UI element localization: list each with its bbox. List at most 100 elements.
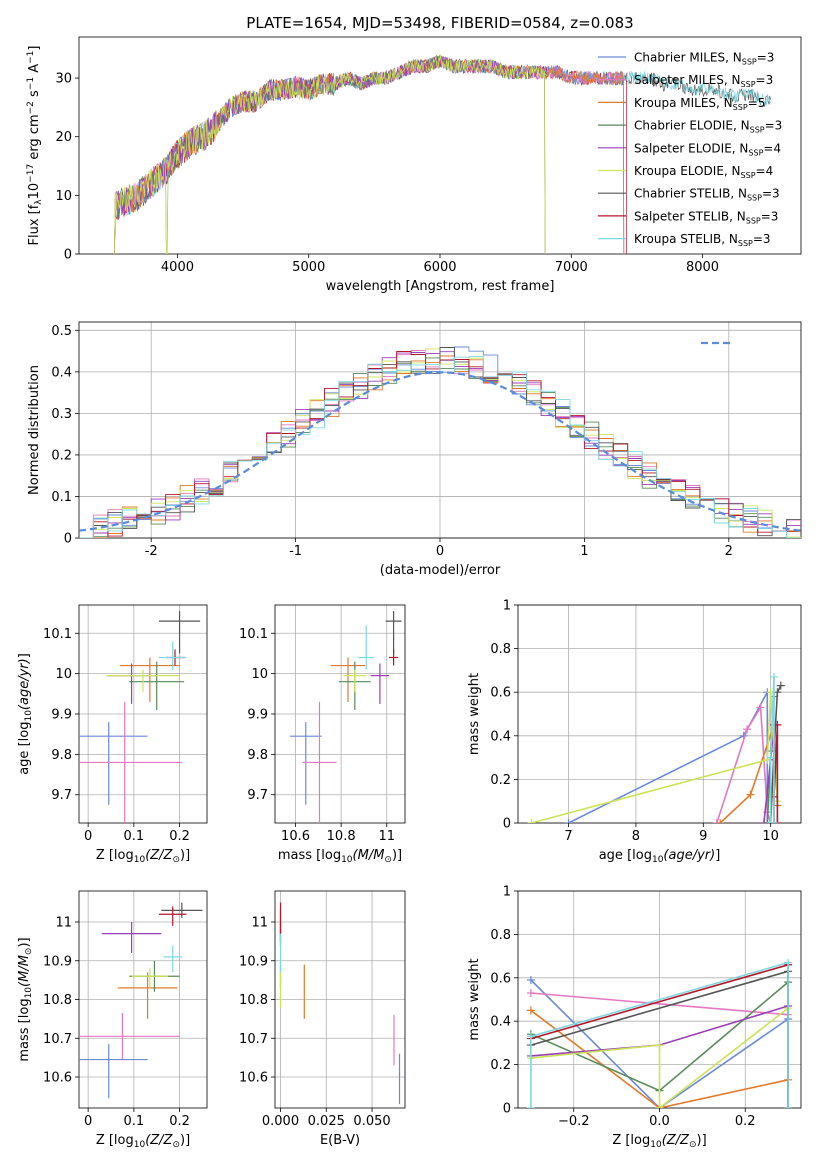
y-tick-label: 0 [64, 532, 72, 547]
x-tick-label: 0 [84, 1114, 92, 1129]
legend-label: Salpeter STELIB, NSSP=3 [634, 209, 778, 225]
x-tick-label: 4000 [161, 260, 194, 275]
x-axis-label: Z [log10(Z/Z⊙)] [612, 1133, 706, 1150]
residuals-panel: -2 -1 0 1 2 0 0.1 0.2 0.3 0.4 0.5 (data-model)/erro… [27, 321, 802, 578]
x-tick-label: 10.6 [281, 829, 310, 844]
x-tick-label: 0.1 [124, 1114, 145, 1129]
error-bar-point [120, 657, 180, 702]
y-tick-label: 0.1 [51, 490, 72, 505]
spectrum-line [114, 56, 627, 254]
weight-marker [527, 819, 536, 823]
x-tick-label: 2 [725, 544, 733, 559]
axes-frame [274, 890, 406, 1109]
x-axis-label: mass [log10(M/M⊙)] [278, 848, 402, 865]
legend-label: Kroupa STELIB, NSSP=3 [634, 232, 771, 248]
y-tick-label: 11 [55, 916, 72, 931]
x-tick-label: 9 [699, 829, 707, 844]
y-tick-label: 10.8 [43, 993, 72, 1008]
y-tick-label: 10.9 [43, 954, 72, 969]
error-bar-point [79, 1013, 180, 1060]
weight-marker [773, 819, 782, 823]
error-bar-point [330, 657, 366, 702]
error-bar-point [302, 701, 337, 823]
x-axis-label: wavelength [Angstrom, rest frame] [326, 279, 555, 294]
error-bar-point [79, 722, 148, 805]
y-tick-label: 0.6 [490, 971, 511, 986]
x-tick-label: 10 [762, 829, 779, 844]
weight-line [769, 685, 782, 823]
legend-label: Salpeter ELODIE, NSSP=4 [634, 141, 781, 157]
y-tick-label: 0.3 [51, 407, 72, 422]
mass-vs-metallicity-panel: 0 0.1 0.2 10.6 10.7 10.8 10.9 11 Z [log10(Z/Z⊙)]… [17, 890, 208, 1150]
spectrum-legend: Chabrier MILES, NSSP=3 Salpeter MILES, NS… [598, 51, 782, 248]
spectrum-line [114, 54, 546, 254]
x-axis-label: Z [log10(Z/Z⊙)] [96, 848, 190, 865]
weight-line [530, 992, 789, 1016]
x-axis-label: age [log10(age/yr)] [599, 848, 721, 865]
y-tick-label: 10 [251, 667, 268, 682]
y-tick-label: 10.6 [43, 1071, 72, 1086]
error-bar-point [79, 1044, 148, 1099]
weight-line [530, 1007, 789, 1108]
y-tick-label: 0.2 [51, 448, 72, 463]
x-tick-label: 8000 [686, 260, 719, 275]
y-tick-label: 10 [55, 667, 72, 682]
y-tick-label: 9.7 [247, 788, 268, 803]
x-tick-label: 0.0 [649, 1114, 670, 1129]
error-bar-point [385, 611, 402, 654]
x-tick-label: 0.1 [124, 829, 145, 844]
legend-label: Chabrier MILES, NSSP=3 [634, 51, 774, 67]
y-tick-label: 10.1 [43, 627, 72, 642]
weight-marker [716, 819, 725, 823]
x-axis-label: E(B-V) [320, 1133, 360, 1148]
y-tick-label: 0.4 [51, 365, 72, 380]
weight-marker [784, 1104, 793, 1108]
figure-title: PLATE=1654, MJD=53498, FIBERID=0584, z=0… [246, 14, 633, 32]
y-tick-label: 30 [55, 72, 72, 87]
y-tick-label: 0 [64, 248, 72, 263]
y-tick-label: 10.9 [239, 954, 268, 969]
y-axis-label: mass weight [467, 958, 482, 1040]
error-bar-point [159, 906, 187, 926]
x-tick-label: 5000 [292, 260, 325, 275]
x-tick-label: 0.025 [308, 1114, 345, 1129]
legend-label: Chabrier STELIB, NSSP=3 [634, 187, 780, 203]
weight-marker [763, 819, 772, 823]
x-tick-label: 11 [378, 829, 395, 844]
weight-marker [526, 975, 535, 984]
weight-marker [526, 1104, 535, 1108]
axes-frame [78, 604, 208, 824]
x-tick-label: 0.000 [262, 1114, 299, 1129]
x-tick-label: 7000 [555, 260, 588, 275]
y-tick-label: 0 [503, 1102, 511, 1117]
error-bar-point [101, 922, 162, 953]
weight-marker [746, 790, 755, 799]
error-bar-point [289, 722, 322, 805]
x-tick-label: 10.8 [327, 829, 356, 844]
error-bar-point [117, 972, 178, 1019]
y-tick-label: 10.7 [43, 1032, 72, 1047]
weight-marker [655, 1104, 664, 1108]
y-axis-label: Flux [fλ10−17 erg cm−2 s−1 A−1] [26, 46, 44, 246]
weight-marker [776, 681, 785, 690]
y-tick-label: 20 [55, 130, 72, 145]
weight-marker [759, 819, 768, 823]
error-bar-point [159, 641, 187, 670]
y-tick-label: 10.7 [239, 1032, 268, 1047]
x-tick-label: 0 [436, 544, 444, 559]
x-tick-label: 0.2 [169, 1114, 190, 1129]
weight-marker [770, 672, 779, 681]
error-bar-point [131, 968, 169, 988]
y-tick-label: 9.8 [51, 748, 72, 763]
axes-frame [78, 321, 802, 539]
normal-curve [78, 371, 802, 532]
y-tick-label: 10 [55, 189, 72, 204]
y-tick-label: 0.8 [490, 642, 511, 657]
x-tick-label: 0.050 [353, 1114, 390, 1129]
y-tick-label: 0.4 [490, 1015, 511, 1030]
weight-marker [756, 703, 765, 712]
weight-line [530, 979, 789, 1108]
error-bar-point [159, 611, 201, 654]
x-tick-label: 1 [580, 544, 588, 559]
